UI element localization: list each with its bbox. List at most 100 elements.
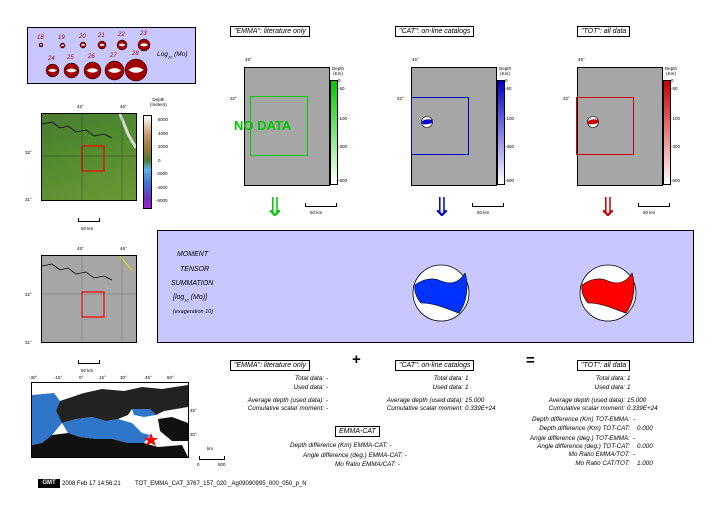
- region-map: [31, 382, 189, 458]
- emma-stat-value-0: -: [326, 375, 329, 382]
- column-scale-bar-1: [472, 203, 504, 207]
- topo-tick-0: 6000: [158, 117, 169, 122]
- nodata-square: [250, 96, 308, 156]
- tot-stat-value-3: 0.339E+24: [627, 405, 658, 412]
- column-depth-tick-1-1: -50: [505, 86, 512, 91]
- emma-cat-line-depth: Depth difference (Km) EMMA-CAT: -: [290, 442, 392, 449]
- magnitude-18-beachball: [38, 42, 44, 48]
- column-depth-tick-2-1: -50: [671, 86, 678, 91]
- topography-map: [41, 113, 137, 201]
- magnitude-24-beachball: [45, 63, 59, 77]
- summation-line-log: [log10 (Mo)]: [173, 294, 207, 302]
- magnitude-legend-label: Log10 (Mo): [157, 51, 187, 59]
- magnitude-22-label: 22: [118, 32, 125, 38]
- column-colorbar-1: [497, 80, 505, 185]
- column-scale-bar-0: [305, 203, 337, 207]
- column-scale-label-0: 50 km: [310, 210, 323, 215]
- tot-stats-title: "TOT": all data: [577, 360, 631, 371]
- gmt-logo: GMT: [38, 479, 60, 488]
- magnitude-25-beachball: [63, 62, 79, 78]
- grey-lon-left: 45°: [77, 246, 84, 251]
- column-colorbar-2: [663, 80, 671, 185]
- cat-stat-label-3: Cumulative scalar moment:: [386, 405, 463, 412]
- column-depth-label-1: Depth (Km): [499, 66, 512, 76]
- summation-log-sub: 10: [184, 297, 189, 303]
- region-lon-tick-6: 60°: [167, 375, 174, 380]
- magnitude-22-beachball: [116, 39, 128, 51]
- column-lon-1: 45°: [412, 57, 419, 62]
- column-depth-tick-0-2: -100: [338, 116, 348, 121]
- topo-colorbar: [143, 115, 152, 209]
- column-arrow-2: ⇓: [597, 192, 619, 222]
- column-title-1: "CAT": on-line catalogs: [395, 26, 475, 37]
- summation-line-tensor: TENSOR: [180, 266, 210, 273]
- column-scale-bar-2: [638, 203, 670, 207]
- column-arrow-1: ⇓: [431, 192, 453, 222]
- column-scale-label-2: 50 km: [643, 210, 656, 215]
- magnitude-27-label: 27: [110, 52, 117, 59]
- magnitude-26-label: 26: [88, 53, 95, 60]
- column-depth-tick-0-4: -300: [338, 144, 348, 149]
- magnitude-23-beachball: [137, 38, 151, 52]
- column-depth-tick-2-5: -600: [671, 178, 681, 183]
- summation-line-summation: SUMMATION: [171, 280, 214, 287]
- region-scale-bar: [199, 456, 225, 460]
- region-lon-tick-3: 15°: [99, 375, 106, 380]
- region-scale-500: 500: [218, 462, 226, 467]
- topo-lon-left: 45°: [77, 104, 84, 109]
- cat-stat-value-3: 0.339E+24: [465, 405, 496, 412]
- emma-stat-value-3: -: [326, 405, 329, 412]
- cat-stat-label-0: Total data:: [433, 375, 463, 382]
- column-lat-2: 32°: [563, 96, 570, 101]
- emma-stats-title: "EMMA": literature only: [230, 360, 310, 371]
- legend-mo-text: (Mo): [172, 51, 188, 58]
- cat-stat-value-0: 1: [465, 375, 469, 382]
- topo-lat-bottom: 31°: [25, 197, 32, 202]
- tot-extra-value-1: 0.000: [637, 425, 653, 432]
- topo-tick-2: 2000: [158, 144, 169, 149]
- selection-square-1: [411, 97, 469, 155]
- plus-sign: +: [352, 351, 361, 368]
- column-map-2: [576, 67, 663, 186]
- tot-extra-label-4: Mo Ratio EMMA/TOT:: [568, 451, 630, 458]
- topo-depth-label: Depth (meters): [150, 97, 167, 107]
- equals-sign: =: [526, 352, 535, 369]
- topo-tick-3: 0: [158, 157, 161, 163]
- grey-lat-top: 32°: [25, 292, 32, 297]
- region-lon-tick-4: 30°: [120, 375, 127, 380]
- tot-extra-value-0: -: [633, 416, 636, 423]
- column-beachball-1: [421, 116, 433, 128]
- magnitude-21-label: 21: [98, 33, 105, 39]
- topo-scale-label: 50 km: [81, 226, 94, 231]
- magnitude-23-label: 23: [140, 31, 147, 37]
- tot-extra-label-3: Angle difference (deg.) TOT-CAT:: [537, 443, 630, 450]
- legend-log-text: Log: [157, 51, 168, 58]
- column-depth-tick-2-0: 0: [671, 78, 674, 83]
- magnitude-28-beachball: [124, 58, 148, 82]
- selection-square-2: [576, 97, 634, 155]
- tot-extra-value-4: -: [633, 451, 636, 458]
- column-arrow-0: ⇓: [264, 192, 286, 222]
- magnitude-25-label: 25: [67, 54, 74, 61]
- tot-stat-label-1: Used data:: [594, 384, 625, 391]
- region-lon-tick-0: -30°: [29, 375, 38, 380]
- tot-extra-label-0: Depth difference (Km) TOT-EMMA:: [532, 416, 630, 423]
- emma-stat-value-2: -: [326, 397, 329, 404]
- column-depth-label-2: Depth (Km): [665, 66, 678, 76]
- tot-stat-label-2: Average depth (used data):: [548, 397, 625, 404]
- magnitude-legend: Log10 (Mo) 18 19 20 21 22 23 24 25 26 27 28: [27, 27, 196, 84]
- region-lon-tick-1: -15°: [54, 375, 63, 380]
- tot-stat-value-1: 1: [627, 384, 631, 391]
- tot-stat-label-3: Cumulative scalar moment:: [548, 405, 625, 412]
- tot-extra-label-1: Depth difference (Km) TOT-CAT:: [539, 425, 630, 432]
- magnitude-26-beachball: [83, 61, 101, 79]
- magnitude-28-label: 28: [132, 51, 139, 57]
- summation-panel: MOMENT TENSOR SUMMATION [log10 (Mo)] (ex…: [157, 230, 694, 343]
- region-scale-label: km: [207, 446, 213, 451]
- magnitude-20-beachball: [79, 41, 87, 49]
- column-depth-tick-0-1: -50: [338, 86, 345, 91]
- tot-extra-label-2: Angle difference (deg.) TOT-EMMA:: [529, 435, 630, 442]
- topo-lat-top: 32°: [25, 150, 32, 155]
- column-depth-tick-1-2: -100: [505, 116, 515, 121]
- column-depth-tick-2-2: -100: [671, 116, 681, 121]
